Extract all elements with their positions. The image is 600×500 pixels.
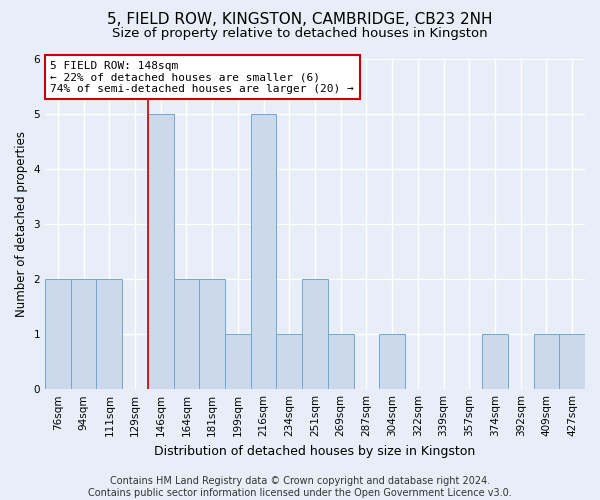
Text: 5 FIELD ROW: 148sqm
← 22% of detached houses are smaller (6)
74% of semi-detache: 5 FIELD ROW: 148sqm ← 22% of detached ho… [50,60,354,94]
Bar [302,279,328,389]
Bar [148,114,173,389]
Y-axis label: Number of detached properties: Number of detached properties [15,131,28,317]
Bar [533,334,559,389]
Bar [71,279,97,389]
Bar [199,279,225,389]
Bar [559,334,585,389]
Bar [277,334,302,389]
Bar [97,279,122,389]
Bar [251,114,277,389]
Bar [379,334,405,389]
Bar [328,334,353,389]
Bar [45,279,71,389]
Bar [225,334,251,389]
Text: Contains HM Land Registry data © Crown copyright and database right 2024.
Contai: Contains HM Land Registry data © Crown c… [88,476,512,498]
Text: Size of property relative to detached houses in Kingston: Size of property relative to detached ho… [112,28,488,40]
Text: 5, FIELD ROW, KINGSTON, CAMBRIDGE, CB23 2NH: 5, FIELD ROW, KINGSTON, CAMBRIDGE, CB23 … [107,12,493,28]
Bar [173,279,199,389]
Bar [482,334,508,389]
X-axis label: Distribution of detached houses by size in Kingston: Distribution of detached houses by size … [154,444,476,458]
